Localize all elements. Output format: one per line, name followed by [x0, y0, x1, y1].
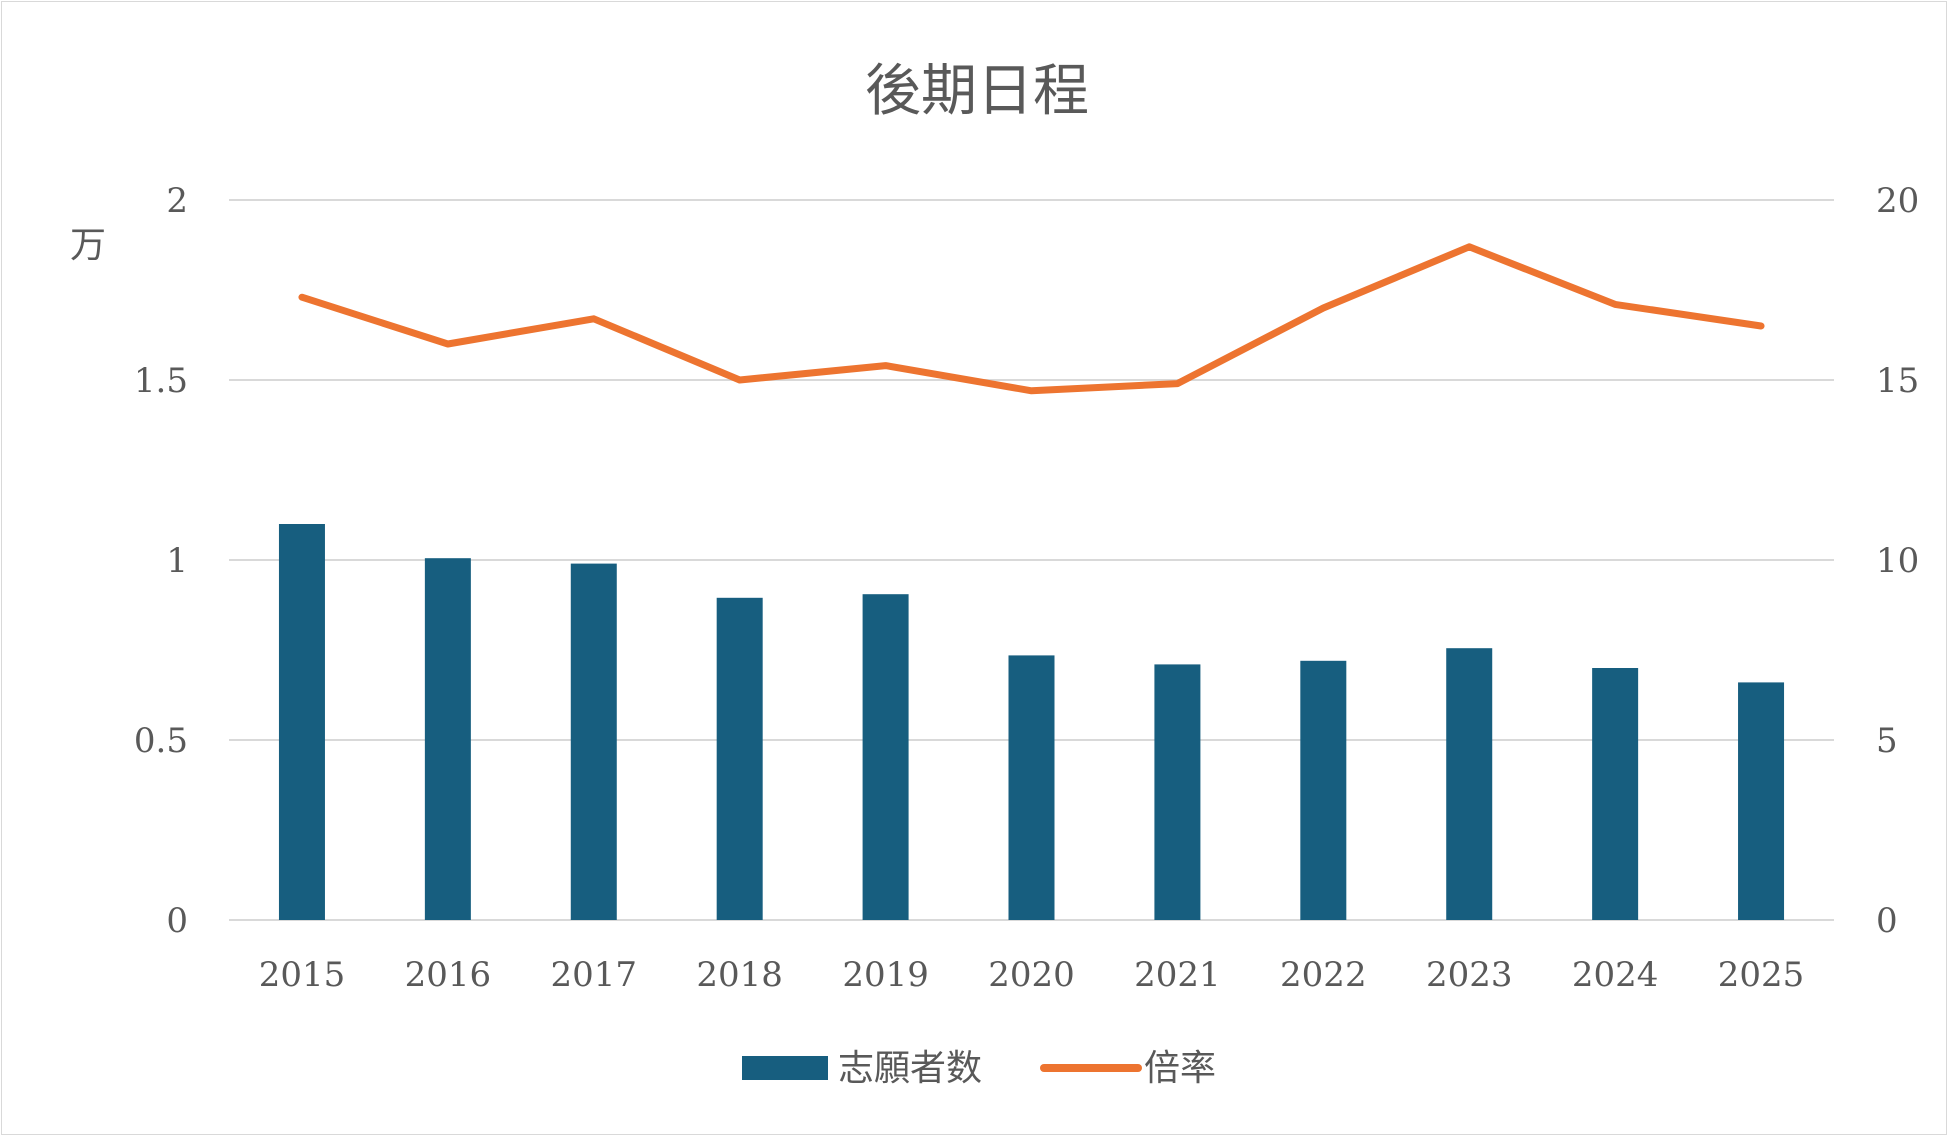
bar	[1446, 648, 1492, 920]
y-left-tick-label: 0.5	[134, 721, 188, 761]
y-left-tick-label: 2	[166, 181, 188, 221]
x-tick-label: 2017	[551, 955, 638, 995]
bar	[425, 558, 471, 920]
legend: 志願者数 倍率	[742, 1048, 1216, 1089]
bar	[717, 598, 763, 920]
x-tick-label: 2025	[1718, 955, 1805, 995]
bar	[1154, 664, 1200, 920]
y-right-tick-label: 5	[1876, 721, 1898, 761]
y-left-tick-label: 1	[166, 541, 188, 581]
legend-swatch-bar	[742, 1056, 828, 1080]
x-tick-label: 2020	[988, 955, 1075, 995]
y-right-tick-label: 20	[1876, 181, 1919, 221]
rate-line	[302, 247, 1761, 391]
bar-series	[279, 524, 1784, 920]
bar	[1009, 655, 1055, 920]
legend-label-line: 倍率	[1144, 1048, 1216, 1089]
bar	[279, 524, 325, 920]
bar	[1300, 661, 1346, 920]
x-tick-label: 2024	[1572, 955, 1659, 995]
y-right-tick-label: 10	[1876, 541, 1919, 581]
chart-title: 後期日程	[865, 59, 1089, 124]
bar	[1738, 682, 1784, 920]
line-series	[302, 247, 1761, 391]
legend-label-bar: 志願者数	[838, 1048, 982, 1089]
bar	[1592, 668, 1638, 920]
x-tick-label: 2022	[1280, 955, 1367, 995]
y-left-tick-label: 0	[166, 901, 188, 941]
bar	[863, 594, 909, 920]
y-left-tick-label: 1.5	[134, 361, 188, 401]
x-tick-label: 2023	[1426, 955, 1513, 995]
x-tick-label: 2019	[842, 955, 929, 995]
x-tick-label: 2015	[259, 955, 346, 995]
y-right-tick-label: 15	[1876, 361, 1919, 401]
x-tick-label: 2021	[1134, 955, 1221, 995]
x-tick-label: 2016	[405, 955, 492, 995]
bar	[571, 564, 617, 920]
x-tick-label: 2018	[696, 955, 783, 995]
y-right-tick-label: 0	[1876, 901, 1898, 941]
y-left-unit-label: 万	[70, 225, 106, 266]
